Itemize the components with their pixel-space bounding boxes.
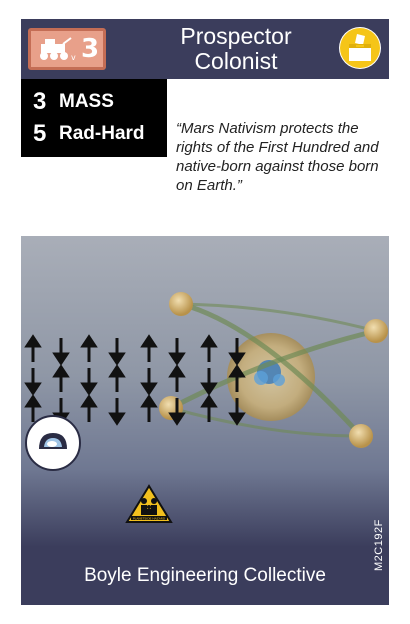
side-icon [339, 27, 381, 69]
stat-radhard-value: 5 [33, 120, 47, 147]
rover-icon: v [39, 37, 76, 62]
corporation-name: Boyle Engineering Collective [84, 565, 326, 586]
stats-panel: 3 MASS 5 Rad-Hard [21, 79, 167, 157]
hazard-family-icon: PLANETSIDE HAZARD [125, 484, 173, 523]
stat-mass-label: MASS [59, 91, 114, 112]
stat-radhard-label: Rad-Hard [59, 123, 145, 144]
stat-mass: 3 MASS [33, 87, 114, 117]
helmet-badge [25, 415, 81, 471]
stat-radhard: 5 Rad-Hard [33, 119, 145, 149]
flavor-quote: “Mars Nativism protects the rights of th… [176, 120, 379, 194]
helmet-icon [39, 433, 67, 449]
card-code: M2C192F [373, 519, 385, 571]
hazard-label: PLANETSIDE HAZARD [133, 517, 166, 521]
stat-mass-value: 3 [33, 88, 47, 115]
ballot-box-icon [340, 28, 380, 68]
card-title: Prospector Colonist [151, 24, 321, 74]
type-badge: v 3 [28, 28, 106, 70]
atom-illustration [24, 292, 388, 448]
card-title-line1: Prospector [180, 23, 292, 49]
type-cost: 3 [80, 34, 100, 64]
card: v 3 Prospector Colonist 3 MASS 5 Rad-Har… [21, 19, 389, 605]
svg-text:v: v [71, 53, 76, 62]
card-footer [21, 547, 389, 605]
card-title-line2: Colonist [194, 48, 278, 74]
spin-arrows [24, 334, 246, 426]
